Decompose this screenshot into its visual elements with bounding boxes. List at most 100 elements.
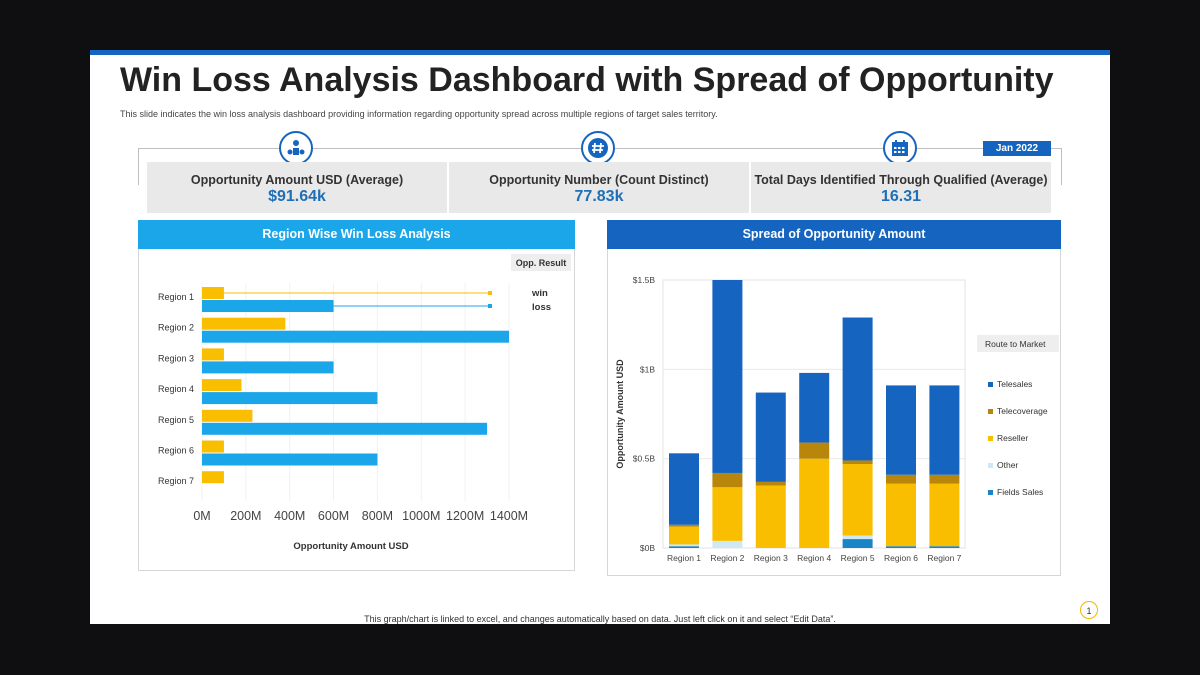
legend-title-bg xyxy=(977,335,1059,352)
y-tick-label: $0.5B xyxy=(633,454,656,464)
y-tick-label: Region 3 xyxy=(158,353,194,363)
x-tick-label: 600M xyxy=(318,509,349,523)
bar-win xyxy=(202,440,224,453)
bar-segment-telesales xyxy=(669,453,699,525)
bar-win xyxy=(202,287,224,299)
page-number: 1 xyxy=(1080,601,1098,619)
x-tick-label: 1400M xyxy=(490,509,528,523)
bar-segment-fields-sales xyxy=(929,546,960,548)
kpi-label: Opportunity Number (Count Distinct) xyxy=(489,173,709,187)
spread-panel: Spread of Opportunity Amount $0B $0.5B $1B… xyxy=(607,220,1061,576)
bar-win xyxy=(202,409,253,422)
bar-segment-reseller xyxy=(929,483,960,547)
bar-segment-telesales xyxy=(929,385,960,475)
legend-swatch xyxy=(988,463,993,468)
bar-segment-telecoverage xyxy=(799,442,830,459)
bar-segment-telesales xyxy=(842,317,873,461)
x-tick-label: 0M xyxy=(193,509,210,523)
calendar-icon xyxy=(883,131,917,165)
legend-label: Reseller xyxy=(997,433,1028,443)
y-tick-label: $0B xyxy=(640,543,655,553)
x-tick-label: Region 5 xyxy=(841,553,875,563)
slide: Win Loss Analysis Dashboard with Spread … xyxy=(90,50,1110,624)
bar-loss xyxy=(202,330,509,343)
legend-swatch xyxy=(988,382,993,387)
x-tick-label: Region 2 xyxy=(710,553,744,563)
bar-segment-reseller xyxy=(799,458,830,548)
y-tick-label: Region 7 xyxy=(158,476,194,486)
legend-label-win: win xyxy=(531,288,548,299)
x-tick-label: 1000M xyxy=(402,509,440,523)
bar-segment-reseller xyxy=(842,464,873,536)
y-tick-label: $1.5B xyxy=(633,275,656,285)
bar-win xyxy=(202,471,224,484)
legend-swatch xyxy=(988,436,993,441)
page-subtitle: This slide indicates the win loss analys… xyxy=(120,109,718,119)
bar-segment-telecoverage xyxy=(929,474,960,484)
bar-segment-fields-sales xyxy=(669,546,699,548)
kpi-value: 16.31 xyxy=(880,188,922,205)
bar-win xyxy=(202,348,224,361)
bar-segment-telesales xyxy=(755,392,786,482)
bar-win xyxy=(202,379,242,392)
bar-segment-reseller xyxy=(755,485,786,548)
bar-segment-telecoverage xyxy=(842,460,873,465)
kpi-card-opportunity-number: Opportunity Number (Count Distinct) 77.8… xyxy=(449,162,749,213)
y-tick-label: Region 5 xyxy=(158,415,194,425)
win-loss-chart[interactable]: Opp. Result 0M 200M 400M 600M 800M 1000M 1200M 1… xyxy=(139,249,574,569)
legend-title-bg xyxy=(511,254,571,271)
y-tick-label: Region 6 xyxy=(158,446,194,456)
money-group-icon xyxy=(279,131,313,165)
bar-loss xyxy=(202,361,334,374)
y-tick-label: $1B xyxy=(640,364,655,374)
bar-segment-other xyxy=(669,544,699,547)
kpi-label: Total Days Identified Through Qualified … xyxy=(754,173,1048,187)
legend-label: Telesales xyxy=(997,379,1032,389)
bar-loss xyxy=(202,453,378,466)
bar-segment-reseller xyxy=(712,487,743,541)
y-axis-title: Opportunity Amount USD xyxy=(615,359,625,469)
x-tick-label: 400M xyxy=(274,509,305,523)
kpi-card-total-days: Total Days Identified Through Qualified … xyxy=(751,162,1051,213)
footer-note: This graph/chart is linked to excel, and… xyxy=(364,614,836,624)
legend-title: Opp. Result xyxy=(516,258,567,268)
legend-swatch xyxy=(988,409,993,414)
legend-label: Other xyxy=(997,460,1018,470)
bar-segment-fields-sales xyxy=(842,539,873,548)
bar-segment-fields-sales xyxy=(886,546,916,548)
bar-loss xyxy=(202,422,488,435)
win-loss-panel: Region Wise Win Loss Analysis Opp. Resul… xyxy=(138,220,575,571)
x-tick-label: Region 1 xyxy=(667,553,701,563)
x-tick-label: Region 7 xyxy=(927,553,961,563)
bar-segment-telesales xyxy=(712,280,743,473)
bar-segment-telecoverage xyxy=(712,472,743,488)
bar-segment-other xyxy=(842,535,873,540)
x-tick-label: 800M xyxy=(362,509,393,523)
spread-chart[interactable]: $0B $0.5B $1B $1.5B Opportunity Amount USD Re… xyxy=(608,249,1060,575)
bar-segment-telecoverage xyxy=(669,524,699,527)
kpi-value: 77.83k xyxy=(574,188,624,205)
y-tick-label: Region 4 xyxy=(158,384,194,394)
x-tick-label: 1200M xyxy=(446,509,484,523)
kpi-label: Opportunity Amount USD (Average) xyxy=(190,173,404,187)
kpi-value: $91.64k xyxy=(268,188,326,205)
legend-marker-win xyxy=(488,291,492,295)
legend-title: Route to Market xyxy=(985,339,1046,349)
bar-segment-reseller xyxy=(886,483,916,547)
y-tick-label: Region 1 xyxy=(158,292,194,302)
bar-loss xyxy=(202,392,378,405)
date-badge: Jan 2022 xyxy=(983,141,1051,156)
legend-marker-loss xyxy=(488,304,492,308)
bar-segment-reseller xyxy=(669,526,699,545)
bar-segment-telecoverage xyxy=(755,481,786,486)
bar-segment-telecoverage xyxy=(886,474,916,484)
bar-segment-other xyxy=(712,540,743,548)
spread-panel-title: Spread of Opportunity Amount xyxy=(607,220,1061,249)
win-loss-panel-title: Region Wise Win Loss Analysis xyxy=(138,220,575,249)
x-axis-title: Opportunity Amount USD xyxy=(293,541,408,552)
x-tick-label: Region 3 xyxy=(754,553,788,563)
bar-segment-telesales xyxy=(886,385,916,475)
x-tick-label: Region 6 xyxy=(884,553,918,563)
bar-win xyxy=(202,317,286,330)
bar-loss xyxy=(202,300,334,312)
